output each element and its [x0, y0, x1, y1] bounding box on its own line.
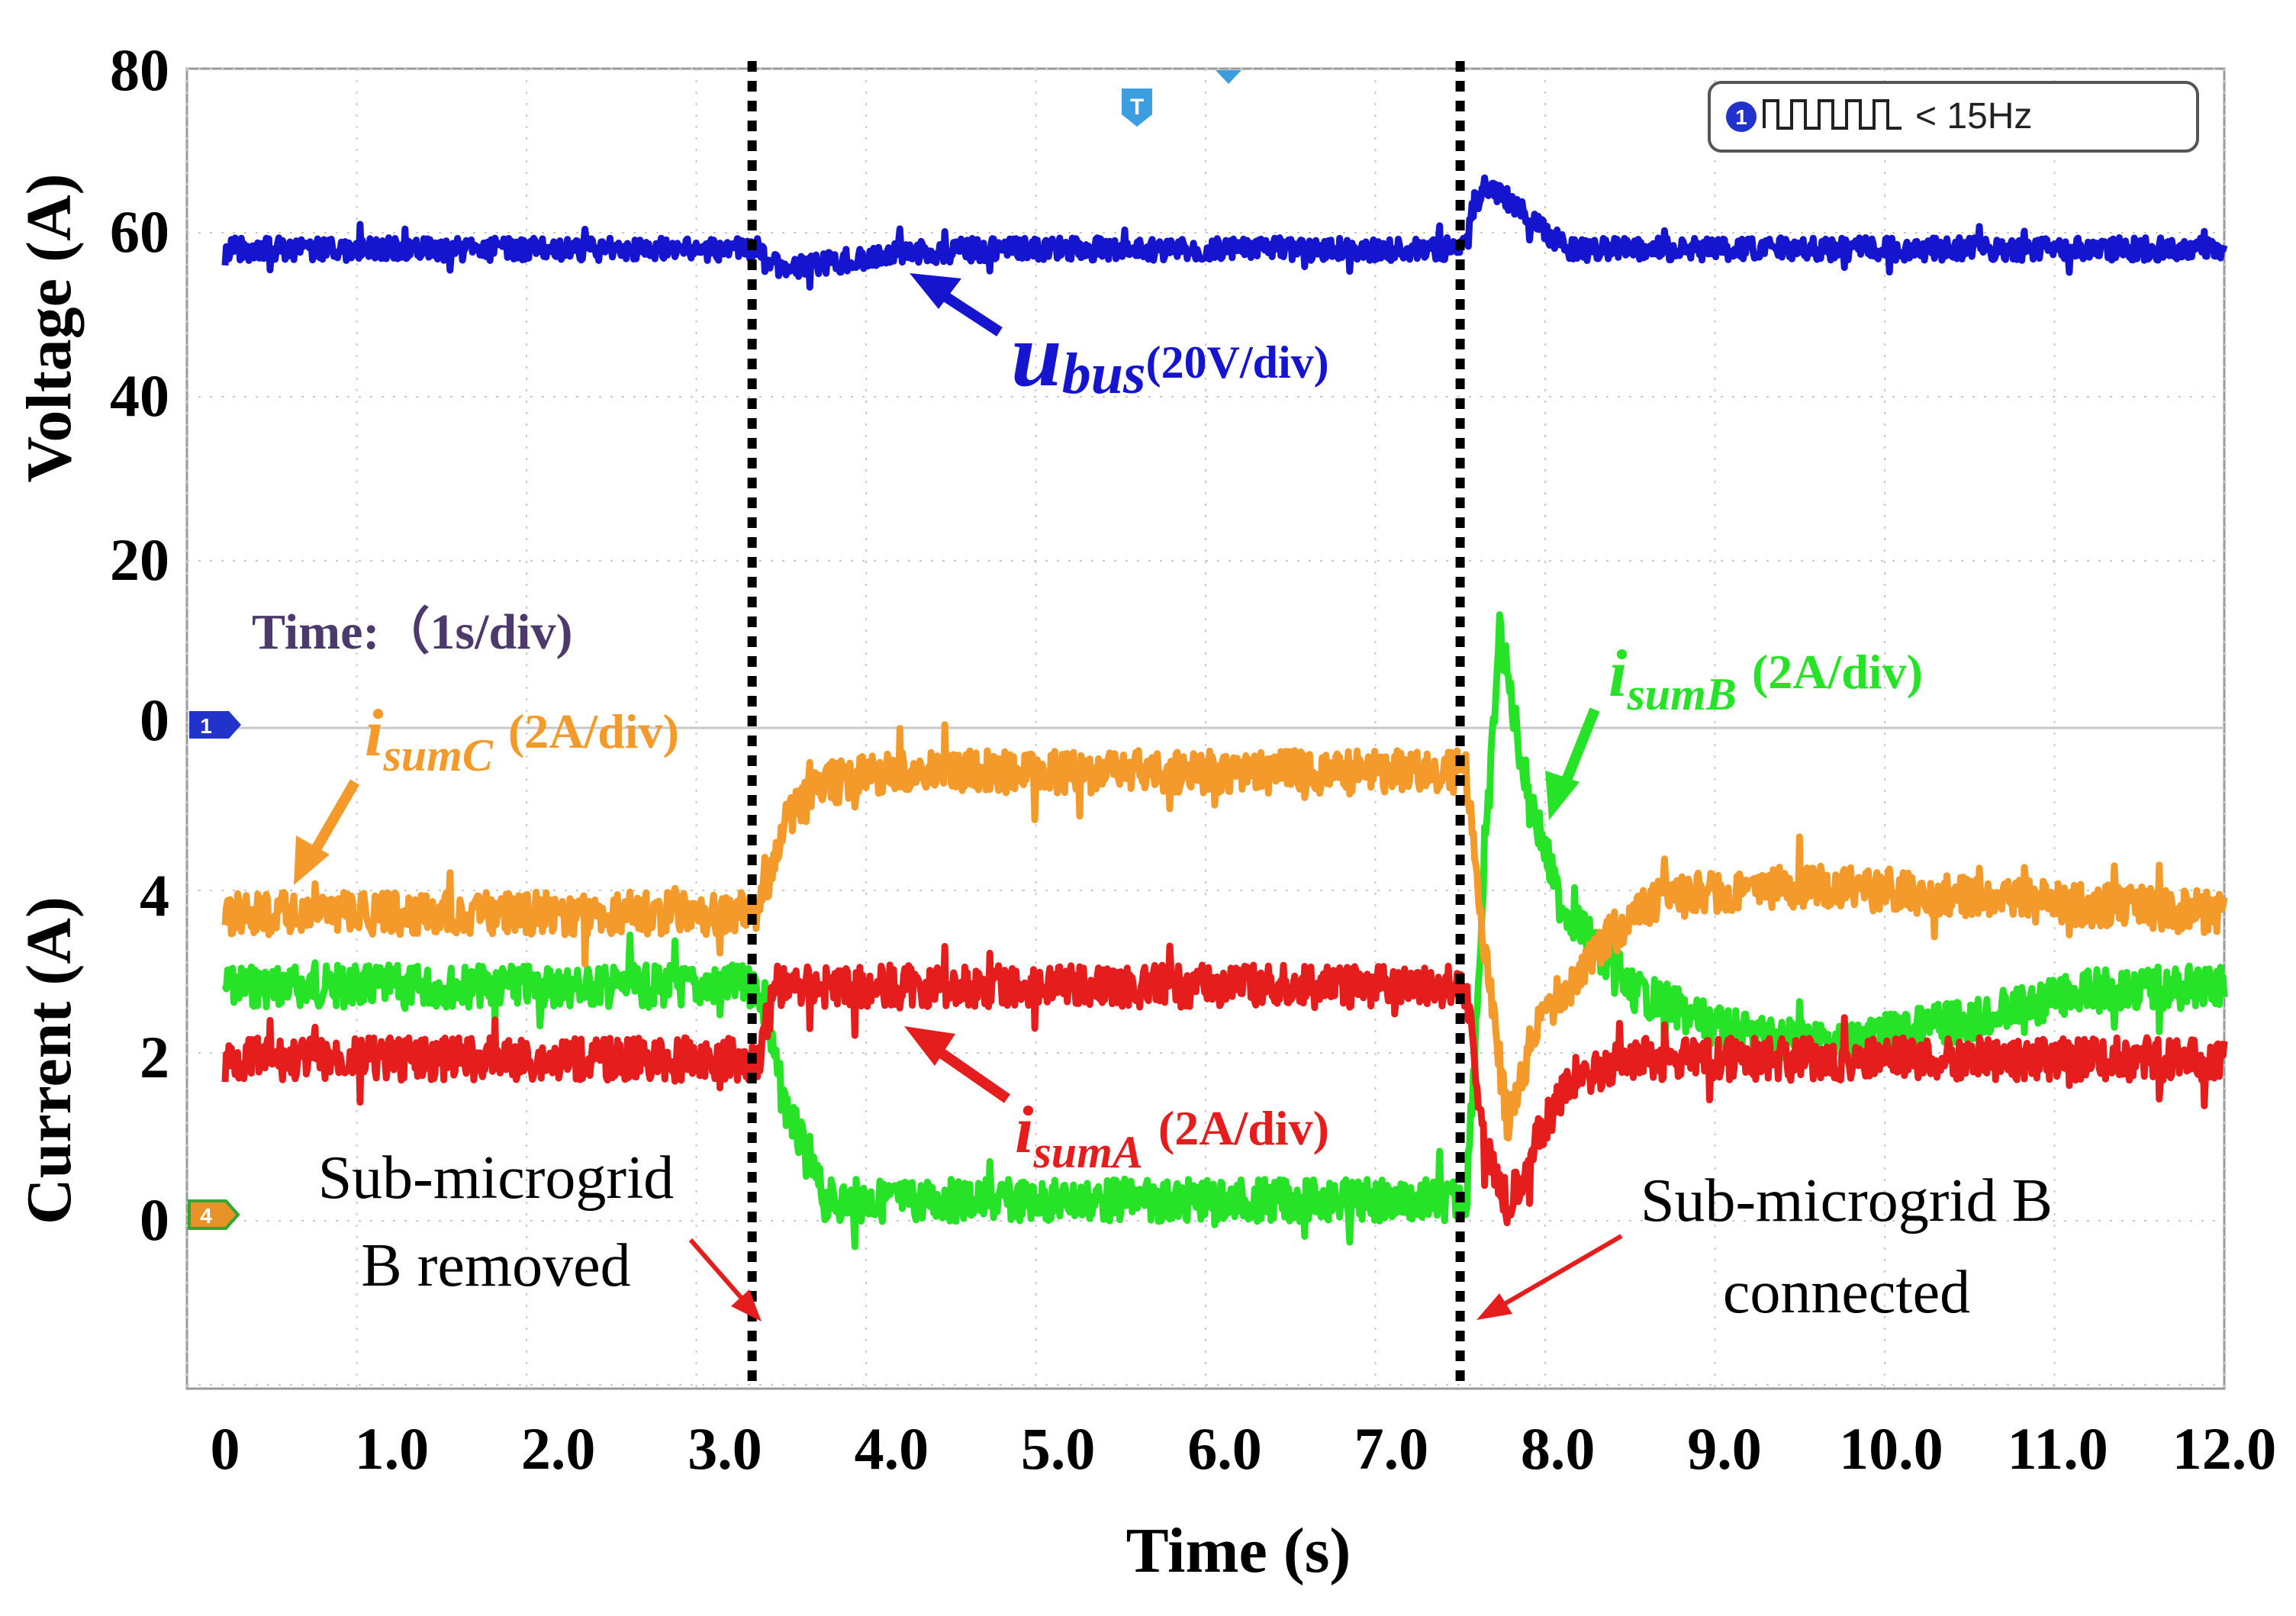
- event-removed-annotation: Sub-microgrid B removed: [318, 1144, 762, 1321]
- voltage-tick-60: 60: [110, 198, 169, 265]
- square-wave-icon: [1763, 99, 1902, 130]
- event-connected-line-2: connected: [1723, 1259, 1970, 1326]
- i-sumA-scale: (2A/div): [1158, 1101, 1329, 1155]
- trace-i-sumA: [221, 942, 2228, 1227]
- u-bus-scale: (20V/div): [1146, 337, 1329, 388]
- event-connected-annotation: Sub-microgrid B connected: [1476, 1167, 2053, 1326]
- i-sumA-arrow-head: [904, 1026, 955, 1066]
- x-tick-label: 12.0: [2172, 1415, 2277, 1482]
- trace-i-sumC: [221, 721, 2228, 1142]
- i-sumA-main: i: [1015, 1093, 1034, 1167]
- badge-channel-dot: [1726, 101, 1757, 132]
- annotation-u-bus: ubus(20V/div): [910, 273, 1329, 406]
- x-tick-label: 9.0: [1687, 1415, 1762, 1482]
- x-axis-label: Time (s): [1126, 1515, 1351, 1586]
- current-axis-label: Current (A): [14, 897, 85, 1225]
- i-sumB-arrow-shaft: [1559, 707, 1600, 788]
- x-tick-label: 3.0: [688, 1415, 762, 1482]
- channel-1-marker-shape: [189, 711, 241, 739]
- u-bus-label: ubus(20V/div): [1011, 304, 1329, 406]
- x-tick-label: 1.0: [355, 1415, 430, 1482]
- u-bus-arrow-head: [910, 273, 961, 309]
- i-sumC-arrow-head: [294, 835, 330, 885]
- trigger-marker-text: T: [1130, 95, 1144, 120]
- x-tick-label: 4.0: [855, 1415, 929, 1482]
- i-sumB-scale: (2A/div): [1752, 645, 1923, 699]
- u-bus-sub: bus: [1062, 342, 1146, 406]
- annotation-i-sumB: isumB (2A/div): [1545, 637, 1923, 820]
- channel-4-marker: 4: [188, 1199, 240, 1230]
- trace-i-sumB: [221, 611, 2228, 1251]
- voltage-tick-80: 80: [110, 37, 169, 103]
- i-sumB-label: isumB (2A/div): [1608, 637, 1923, 719]
- voltage-tick-40: 40: [110, 362, 169, 429]
- voltage-axis-label: Voltage (A): [14, 173, 85, 482]
- event-connected-arrow-head: [1476, 1293, 1512, 1320]
- x-tick-label: 2.0: [521, 1415, 596, 1482]
- grid-lines: [186, 68, 2225, 1389]
- i-sumC-arrow-shaft: [308, 779, 360, 858]
- i-sumA-label: isumA (2A/div): [1015, 1093, 1329, 1177]
- x-tick-label: 0: [211, 1415, 240, 1482]
- i-sumB-main: i: [1608, 637, 1628, 711]
- time-div-label: Time:（1s/div): [252, 604, 572, 660]
- i-sumB-sub: sumB: [1626, 669, 1736, 719]
- annotation-i-sumC: isumC (2A/div): [294, 697, 679, 885]
- frequency-badge: 1 < 15Hz: [1708, 81, 2199, 153]
- event-markers: [747, 61, 1465, 1381]
- i-sumA-arrow-shaft: [929, 1042, 1010, 1103]
- channel-1-marker-text: 1: [200, 714, 212, 738]
- trace-u-bus: [221, 174, 2228, 291]
- x-tick-label: 8.0: [1521, 1415, 1596, 1482]
- plot-area: [185, 67, 2226, 1390]
- event-connected-line-1: Sub-microgrid B: [1641, 1167, 2053, 1235]
- i-sumC-main: i: [365, 697, 384, 771]
- channel-4-marker-shape: [188, 1199, 240, 1230]
- badge-frequency-text: < 15Hz: [1915, 96, 2032, 137]
- event-removed-line-1: Sub-microgrid: [318, 1144, 675, 1212]
- x-tick-label: 6.0: [1187, 1415, 1262, 1482]
- event-removed-arrow-shaft: [688, 1238, 746, 1302]
- current-tick-4: 4: [140, 862, 169, 929]
- i-sumB-arrow-head: [1545, 771, 1580, 820]
- trigger-marker: T: [1122, 89, 1152, 127]
- annotation-i-sumA: isumA (2A/div): [904, 1026, 1329, 1177]
- trigger-position-icon: [1216, 70, 1241, 84]
- x-tick-label: 11.0: [2008, 1415, 2108, 1482]
- event-removed-arrow-head: [731, 1289, 762, 1321]
- event-connected-arrow-shaft: [1502, 1234, 1623, 1307]
- i-sumC-label: isumC (2A/div): [365, 697, 679, 781]
- x-tick-label: 5.0: [1021, 1415, 1096, 1482]
- current-tick-2: 2: [140, 1024, 169, 1090]
- channel-1-marker: 1: [189, 711, 241, 739]
- voltage-tick-0: 0: [140, 687, 169, 753]
- i-sumC-scale: (2A/div): [508, 704, 679, 758]
- u-bus-main: u: [1011, 304, 1062, 405]
- current-tick-0: 0: [140, 1186, 169, 1253]
- voltage-axis: 80 60 40 20 0 Voltage (A): [14, 37, 169, 753]
- voltage-tick-20: 20: [110, 526, 169, 593]
- channel-4-marker-text: 4: [200, 1204, 212, 1228]
- x-tick-label: 10.0: [1839, 1415, 1943, 1482]
- x-axis-ticks: 0 1.0 2.0 3.0 4.0 5.0 6.0 7.0 8.0 9.0 10.0 11.0 12.0: [211, 1415, 2277, 1482]
- waveform-traces: [221, 174, 2228, 1251]
- i-sumA-sub: sumA: [1032, 1127, 1142, 1177]
- current-axis: 4 2 0 Current (A): [14, 862, 169, 1253]
- event-removed-line-2: B removed: [361, 1232, 630, 1299]
- badge-channel-number: 1: [1735, 105, 1747, 129]
- i-sumC-sub: sumC: [382, 730, 493, 781]
- x-tick-label: 7.0: [1354, 1415, 1429, 1482]
- trigger-marker-shape: [1122, 89, 1152, 127]
